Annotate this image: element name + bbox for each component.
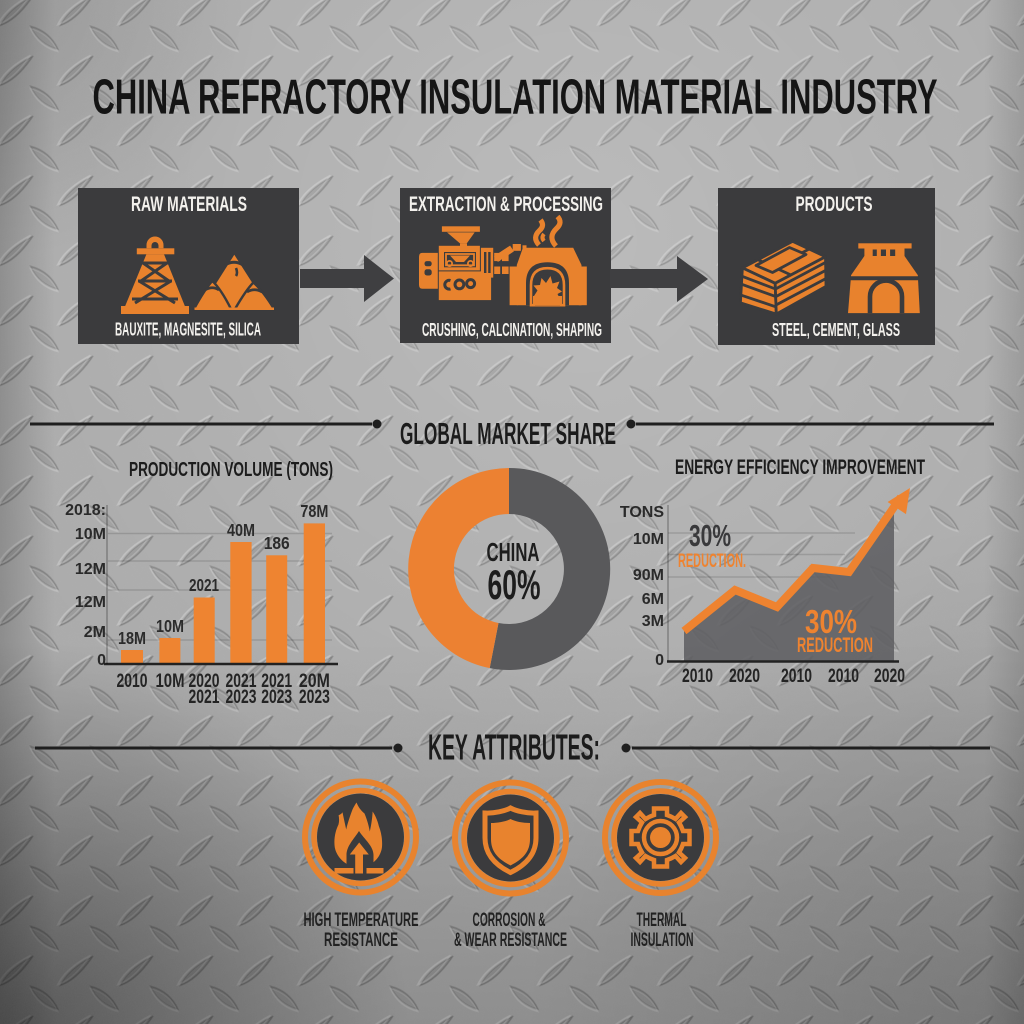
svg-text:2018:: 2018:	[65, 502, 106, 519]
svg-text:RESISTANCE: RESISTANCE	[324, 930, 398, 951]
svg-text:12M: 12M	[75, 561, 106, 578]
svg-text:30%: 30%	[805, 603, 857, 640]
svg-text:KEY ATTRIBUTES:: KEY ATTRIBUTES:	[428, 728, 600, 768]
svg-text:18M: 18M	[118, 628, 146, 648]
svg-text:2020: 2020	[729, 666, 760, 687]
svg-text:78M: 78M	[300, 501, 328, 521]
svg-text:PRODUCTS: PRODUCTS	[796, 192, 873, 216]
svg-text:RAW MATERIALS: RAW MATERIALS	[131, 192, 247, 216]
svg-text:2010: 2010	[117, 671, 148, 692]
svg-text:12M: 12M	[75, 594, 106, 611]
svg-text:2020: 2020	[189, 671, 220, 692]
svg-text:2021: 2021	[189, 575, 219, 595]
svg-text:PRODUCTION VOLUME (TONS): PRODUCTION VOLUME (TONS)	[129, 459, 333, 481]
svg-text:INSULATION: INSULATION	[631, 930, 694, 951]
svg-text:2010: 2010	[682, 666, 713, 687]
svg-text:2020: 2020	[874, 666, 905, 687]
svg-text:THERMAL: THERMAL	[637, 910, 687, 931]
svg-text:10M: 10M	[156, 616, 184, 636]
svg-text:10M: 10M	[156, 671, 185, 692]
svg-text:10M: 10M	[75, 526, 106, 543]
svg-text:GLOBAL MARKET SHARE: GLOBAL MARKET SHARE	[400, 417, 616, 451]
svg-text:2021: 2021	[189, 687, 220, 708]
svg-text:& WEAR RESISTANCE: & WEAR RESISTANCE	[454, 930, 567, 951]
svg-text:EXTRACTION & PROCESSING: EXTRACTION & PROCESSING	[409, 192, 603, 216]
svg-text:2M: 2M	[84, 624, 106, 641]
svg-text:2023: 2023	[299, 687, 330, 708]
svg-text:10M: 10M	[633, 531, 664, 548]
svg-text:TONS: TONS	[620, 504, 664, 521]
svg-text:2023: 2023	[261, 687, 292, 708]
svg-text:2010: 2010	[828, 666, 859, 687]
svg-text:BAUXITE, MAGNESITE, SILICA: BAUXITE, MAGNESITE, SILICA	[115, 320, 261, 340]
svg-text:CORROSION &: CORROSION &	[473, 910, 546, 931]
svg-text:0: 0	[97, 652, 106, 669]
svg-text:186: 186	[264, 533, 290, 553]
svg-text:CHINA: CHINA	[487, 537, 540, 567]
svg-text:2021: 2021	[226, 671, 257, 692]
svg-text:3M: 3M	[642, 613, 664, 630]
svg-text:60%: 60%	[488, 561, 541, 608]
svg-text:2023: 2023	[226, 687, 257, 708]
svg-text:30%: 30%	[689, 519, 731, 553]
svg-text:0: 0	[655, 652, 664, 669]
svg-text:REDUCTION: REDUCTION	[797, 634, 873, 657]
svg-text:ENERGY EFFICIENCY IMPROVEMENT: ENERGY EFFICIENCY IMPROVEMENT	[675, 456, 925, 479]
svg-text:REDUCTION.: REDUCTION.	[678, 551, 746, 572]
svg-text:6M: 6M	[642, 591, 664, 608]
svg-text:40M: 40M	[227, 520, 255, 540]
svg-text:2021: 2021	[261, 671, 292, 692]
svg-text:STEEL, CEMENT, GLASS: STEEL, CEMENT, GLASS	[772, 320, 900, 340]
svg-text:2010: 2010	[781, 666, 812, 687]
svg-text:90M: 90M	[633, 567, 664, 584]
svg-text:CHINA REFRACTORY INSULATION MA: CHINA REFRACTORY INSULATION MATERIAL IND…	[93, 70, 938, 125]
svg-text:CRUSHING, CALCINATION, SHAPING: CRUSHING, CALCINATION, SHAPING	[422, 320, 602, 340]
svg-text:20M: 20M	[299, 671, 330, 692]
svg-text:HIGH TEMPERATURE: HIGH TEMPERATURE	[304, 910, 419, 931]
